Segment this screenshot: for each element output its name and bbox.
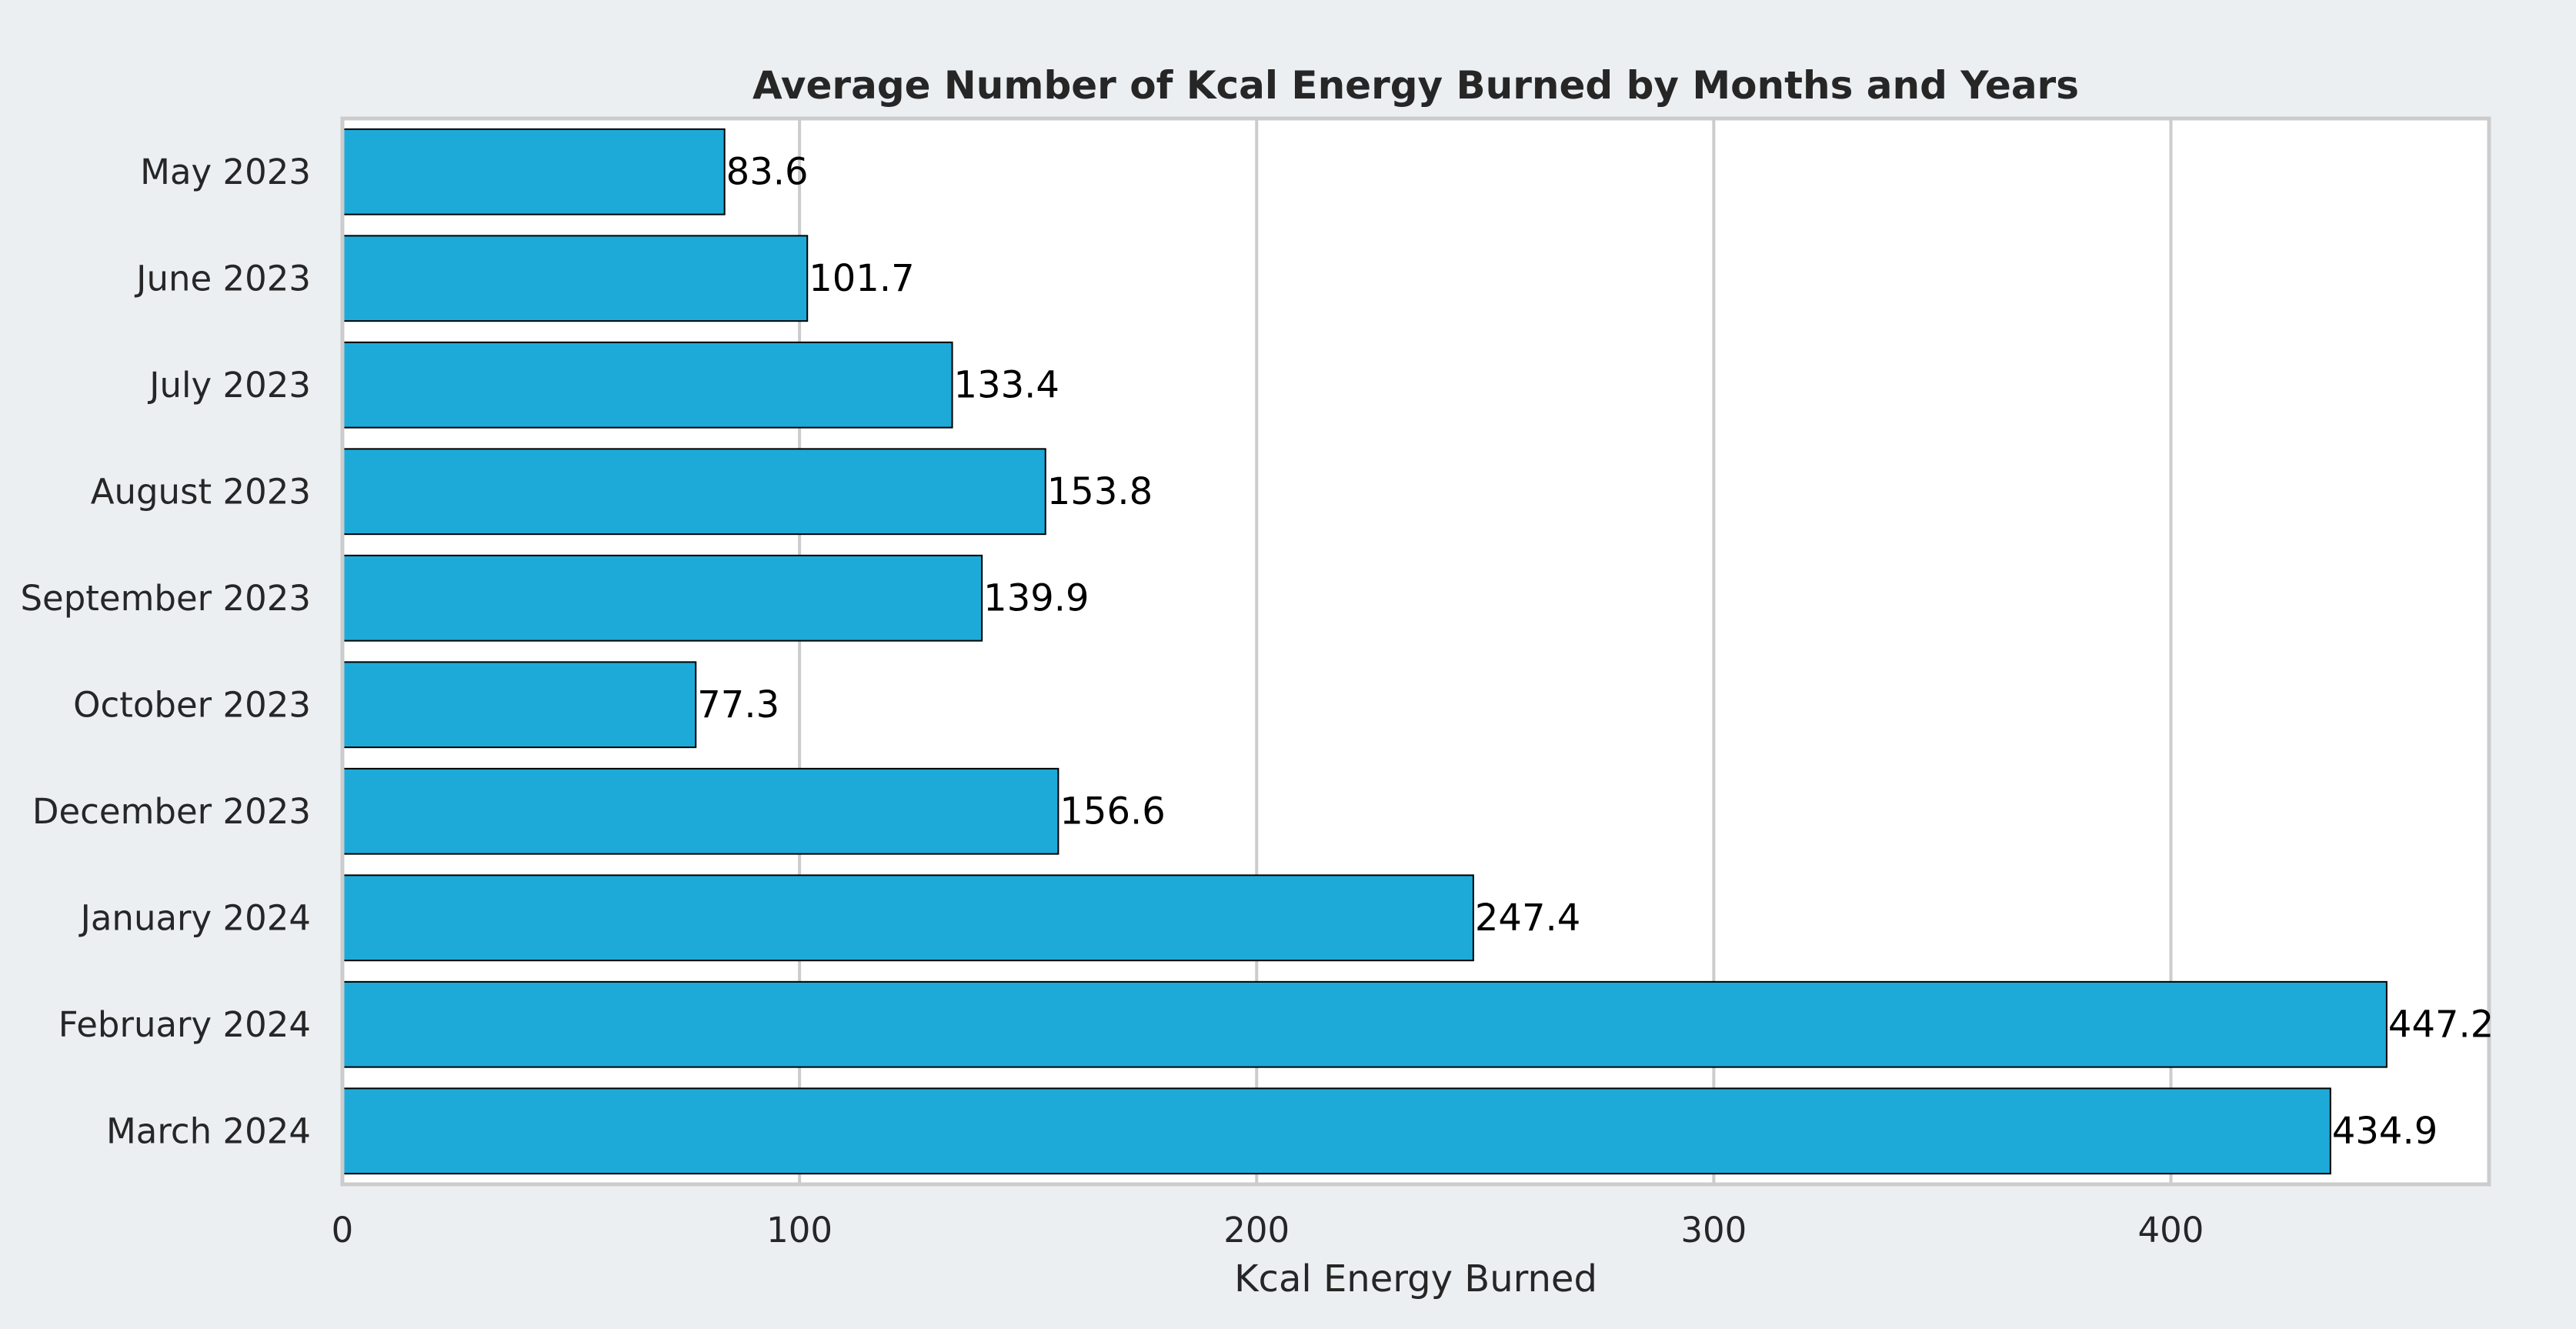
x-tick-label: 200 (1223, 1210, 1290, 1251)
x-tick-label: 300 (1680, 1210, 1747, 1251)
bar-value-label: 139.9 (983, 576, 1089, 619)
y-tick-label: June 2023 (134, 258, 311, 299)
bar (342, 874, 1474, 962)
bar (342, 661, 697, 749)
data-labels: 83.6 101.7 133.4 153.8 139.9 77.3 156.6 247.4 44… (697, 150, 2494, 1153)
bar-value-label: 153.8 (1047, 470, 1153, 513)
y-tick-label: February 2024 (58, 1004, 311, 1045)
bar (342, 235, 809, 322)
y-tick-label: October 2023 (73, 684, 311, 725)
y-tick-label: March 2024 (106, 1110, 311, 1151)
bars (342, 128, 2387, 1175)
y-tick-label: May 2023 (140, 152, 311, 192)
bar-value-label: 77.3 (697, 683, 779, 726)
bar-value-label: 156.6 (1059, 790, 1165, 833)
bar-value-label: 447.2 (2388, 1003, 2494, 1046)
y-tick-label: January 2024 (78, 897, 311, 938)
y-tick-label: July 2023 (147, 365, 311, 406)
bar-value-label: 133.4 (954, 363, 1059, 406)
bar (342, 980, 2387, 1068)
bar-value-label: 434.9 (2332, 1110, 2438, 1153)
x-axis-title: Kcal Energy Burned (1234, 1257, 1597, 1301)
y-tick-labels: May 2023 June 2023 July 2023 August 2023 Sep… (20, 152, 311, 1152)
chart-title: Average Number of Kcal Energy Burned by … (752, 63, 2079, 108)
plot-area-frame (340, 116, 2491, 1187)
bar-value-label: 83.6 (726, 150, 809, 193)
bar (342, 767, 1059, 855)
x-tick-label: 0 (332, 1210, 354, 1251)
y-tick-label: August 2023 (91, 471, 311, 512)
bar (342, 554, 983, 642)
bar (342, 128, 726, 215)
bar-value-label: 247.4 (1475, 897, 1580, 940)
x-tick-labels: 0 100 200 300 400 (332, 1210, 2204, 1251)
bar-value-label: 101.7 (809, 257, 914, 300)
bar (342, 1087, 2331, 1175)
x-tick-label: 100 (766, 1210, 833, 1251)
y-tick-label: December 2023 (32, 791, 311, 832)
x-tick-label: 400 (2138, 1210, 2204, 1251)
bar (342, 341, 953, 429)
y-tick-label: September 2023 (20, 578, 311, 619)
bar (342, 448, 1046, 536)
